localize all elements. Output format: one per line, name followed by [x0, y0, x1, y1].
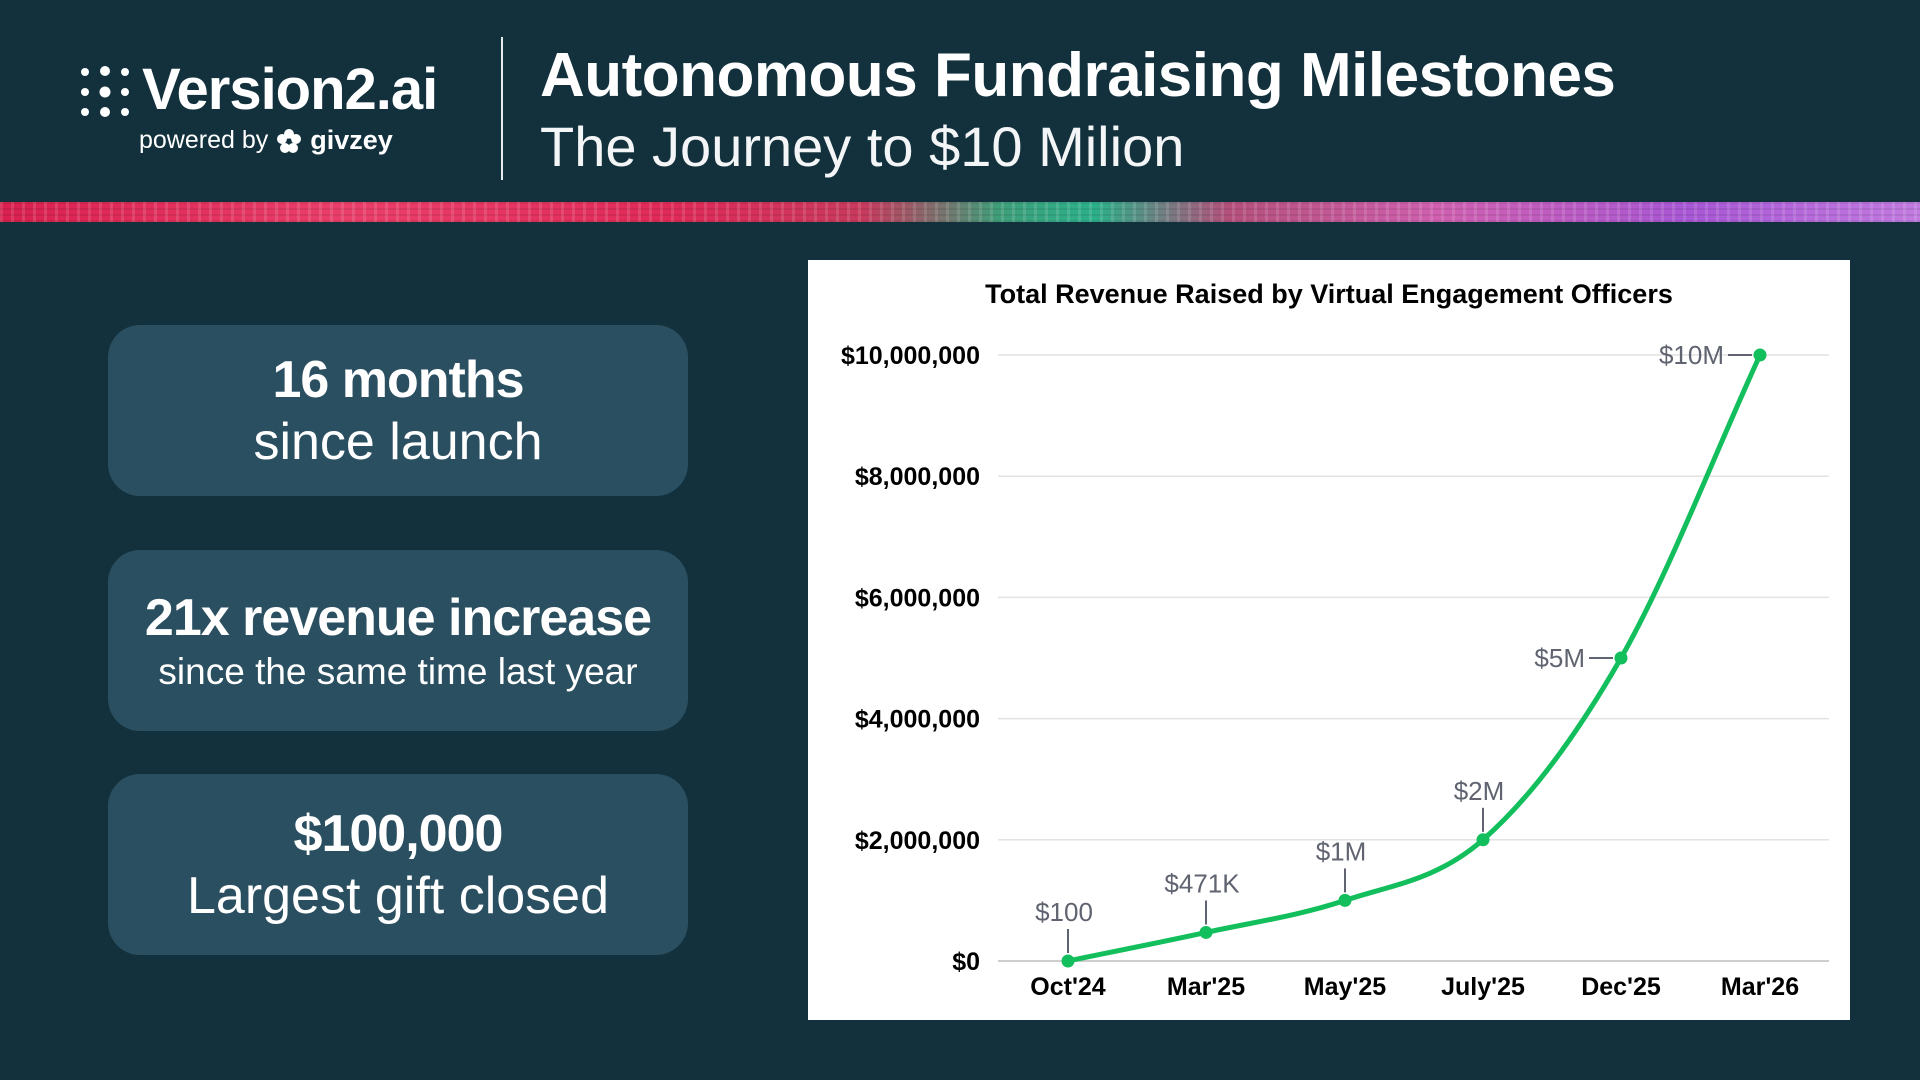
- y-tick-label: $8,000,000: [855, 463, 980, 491]
- stat-card-months: 16 months since launch: [108, 325, 688, 496]
- stat-headline: 21x revenue increase: [144, 588, 652, 647]
- stat-card-revenue-increase: 21x revenue increase since the same time…: [108, 550, 688, 731]
- powered-by: powered by givzey: [139, 125, 393, 156]
- stat-headline: 16 months: [272, 350, 524, 409]
- data-label: $1M: [1316, 836, 1367, 866]
- x-tick-label: Mar'26: [1721, 973, 1799, 1001]
- partner-logo: givzey: [310, 125, 393, 155]
- decorative-color-strip: [0, 202, 1920, 222]
- page-subtitle: The Journey to $10 Milion: [540, 115, 1185, 178]
- data-point: [1061, 954, 1075, 968]
- stat-headline: $100,000: [293, 804, 504, 863]
- data-point: [1199, 925, 1213, 939]
- data-point: [1476, 833, 1490, 847]
- data-label: $10M: [1659, 340, 1724, 370]
- data-label: $2M: [1454, 776, 1505, 806]
- data-point: [1614, 651, 1628, 665]
- y-tick-label: $0: [952, 948, 980, 976]
- y-tick-label: $6,000,000: [855, 584, 980, 612]
- data-point: [1338, 893, 1352, 907]
- x-tick-label: Oct'24: [1030, 973, 1106, 1001]
- data-point: [1753, 348, 1767, 362]
- revenue-chart: Total Revenue Raised by Virtual Engageme…: [808, 260, 1850, 1020]
- stat-caption: since the same time last year: [158, 650, 638, 692]
- x-tick-label: Dec'25: [1581, 973, 1661, 1001]
- stat-caption: since launch: [253, 412, 543, 471]
- page-title: Autonomous Fundraising Milestones: [540, 41, 1616, 110]
- x-tick-label: May'25: [1304, 973, 1386, 1001]
- x-tick-label: July'25: [1441, 973, 1525, 1001]
- data-label: $100: [1035, 897, 1093, 927]
- y-tick-label: $2,000,000: [855, 827, 980, 855]
- powered-by-label: powered by: [139, 126, 269, 154]
- data-label: $5M: [1534, 643, 1585, 673]
- stat-caption: Largest gift closed: [186, 866, 610, 925]
- chart-title: Total Revenue Raised by Virtual Engageme…: [985, 279, 1673, 309]
- brand-logo: Version2.ai: [142, 57, 438, 122]
- stat-card-largest-gift: $100,000 Largest gift closed: [108, 774, 688, 955]
- y-tick-label: $10,000,000: [841, 342, 980, 370]
- data-label: $471K: [1164, 868, 1240, 898]
- chart-svg: Total Revenue Raised by Virtual Engageme…: [841, 279, 1829, 1001]
- x-tick-label: Mar'25: [1167, 973, 1245, 1001]
- givzey-flower-icon: [277, 128, 302, 153]
- header-divider: [501, 37, 503, 180]
- y-tick-label: $4,000,000: [855, 706, 980, 734]
- logo-dots-icon: [81, 66, 129, 117]
